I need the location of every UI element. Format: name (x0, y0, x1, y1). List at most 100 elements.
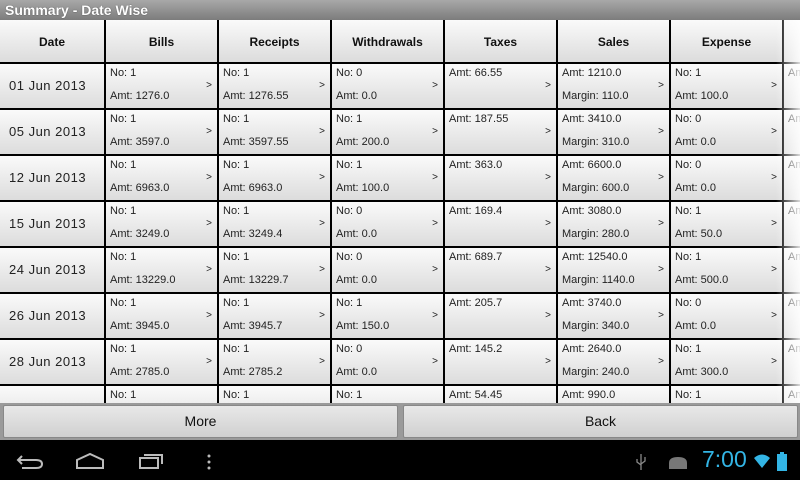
taxes-cell[interactable]: Amt: 145.2 > (445, 340, 556, 384)
expense-cell[interactable]: No: 1 Amt: 100.0 > (671, 64, 782, 108)
cell-line-1: Amt: 205.7 (449, 297, 503, 309)
back-button[interactable]: Back (403, 405, 798, 438)
bills-cell[interactable]: No: 1 Amt: 13229.0 > (106, 248, 217, 292)
taxes-cell[interactable]: Amt: 54.45 > (445, 386, 556, 403)
battery-icon (777, 452, 787, 471)
chevron-right-icon: > (771, 80, 777, 91)
expense-cell[interactable]: No: 0 Amt: 0.0 > (671, 156, 782, 200)
sales-cell[interactable]: Amt: 3080.0 Margin: 280.0 > (558, 202, 669, 246)
cell-line-1: No: 1 (110, 343, 137, 355)
cell-line-1: No: 1 (110, 205, 137, 217)
sales-cell[interactable]: Amt: 3740.0 Margin: 340.0 > (558, 294, 669, 338)
withdrawals-cell[interactable]: No: 1 Amt: 150.0 > (332, 294, 443, 338)
bills-cell[interactable]: No: 1 Amt: 3945.0 > (106, 294, 217, 338)
sales-cell[interactable]: Amt: 1210.0 Margin: 110.0 > (558, 64, 669, 108)
more-button[interactable]: More (3, 405, 398, 438)
receipts-cell[interactable]: No: 1 > (219, 386, 330, 403)
more-cell[interactable]: Am (784, 248, 800, 292)
cell-line-2: Margin: 280.0 (562, 228, 630, 240)
chevron-right-icon: > (771, 402, 777, 403)
chevron-right-icon: > (545, 126, 551, 137)
cell-line-1: Amt: 145.2 (449, 343, 503, 355)
sales-cell[interactable]: Amt: 6600.0 Margin: 600.0 > (558, 156, 669, 200)
cell-line-1: Amt: 187.55 (449, 113, 509, 125)
withdrawals-cell[interactable]: No: 0 Amt: 0.0 > (332, 64, 443, 108)
chevron-right-icon: > (545, 218, 551, 229)
table-row: 05 Jun 2013 No: 1 Amt: 3597.0 > No: 1 Amt: 35… (0, 110, 800, 156)
sales-cell[interactable]: Amt: 3410.0 Margin: 310.0 > (558, 110, 669, 154)
more-cell[interactable]: Am (784, 110, 800, 154)
chevron-right-icon: > (319, 310, 325, 321)
taxes-cell[interactable]: Amt: 187.55 > (445, 110, 556, 154)
expense-cell[interactable]: No: 0 Amt: 0.0 > (671, 294, 782, 338)
cell-line-2: Amt: 6963.0 (110, 182, 170, 194)
bills-cell[interactable]: No: 1 Amt: 2785.0 > (106, 340, 217, 384)
summary-table[interactable]: Date Bills Receipts Withdrawals Taxes Sales Ex… (0, 20, 800, 403)
taxes-cell[interactable]: Amt: 363.0 > (445, 156, 556, 200)
expense-cell[interactable]: No: 1 Amt: 500.0 > (671, 248, 782, 292)
sales-cell[interactable]: Amt: 12540.0 Margin: 1140.0 > (558, 248, 669, 292)
taxes-cell[interactable]: Amt: 66.55 > (445, 64, 556, 108)
receipts-cell[interactable]: No: 1 Amt: 6963.0 > (219, 156, 330, 200)
header-receipts[interactable]: Receipts (219, 20, 330, 62)
withdrawals-cell[interactable]: No: 1 Amt: 100.0 > (332, 156, 443, 200)
chevron-right-icon: > (771, 356, 777, 367)
chevron-right-icon: > (545, 356, 551, 367)
withdrawals-cell[interactable]: No: 0 Amt: 0.0 > (332, 202, 443, 246)
withdrawals-cell[interactable]: No: 0 Amt: 0.0 > (332, 340, 443, 384)
receipts-cell[interactable]: No: 1 Amt: 13229.7 > (219, 248, 330, 292)
withdrawals-cell[interactable]: No: 1 Amt: 200.0 > (332, 110, 443, 154)
expense-cell[interactable]: No: 1 Amt: 300.0 > (671, 340, 782, 384)
taxes-cell[interactable]: Amt: 689.7 > (445, 248, 556, 292)
menu-icon[interactable] (206, 454, 212, 470)
back-icon[interactable] (16, 452, 44, 470)
header-taxes[interactable]: Taxes (445, 20, 556, 62)
chevron-right-icon: > (432, 356, 438, 367)
sales-cell[interactable]: Amt: 2640.0 Margin: 240.0 > (558, 340, 669, 384)
bills-cell[interactable]: No: 1 Amt: 3597.0 > (106, 110, 217, 154)
table-row: 26 Jun 2013 No: 1 Amt: 3945.0 > No: 1 Amt: 39… (0, 294, 800, 340)
expense-cell[interactable]: No: 1 > (671, 386, 782, 403)
header-date[interactable]: Date (0, 20, 104, 62)
more-cell[interactable]: An (784, 386, 800, 403)
date-cell: 05 Jun 2013 (0, 110, 104, 154)
receipts-cell[interactable]: No: 1 Amt: 3249.4 > (219, 202, 330, 246)
more-cell[interactable]: Am (784, 64, 800, 108)
header-more[interactable] (784, 20, 800, 62)
withdrawals-cell[interactable]: No: 1 > (332, 386, 443, 403)
chevron-right-icon: > (319, 402, 325, 403)
withdrawals-cell[interactable]: No: 0 Amt: 0.0 > (332, 248, 443, 292)
header-expense[interactable]: Expense (671, 20, 782, 62)
more-cell[interactable]: Am (784, 156, 800, 200)
receipts-cell[interactable]: No: 1 Amt: 3597.55 > (219, 110, 330, 154)
more-cell[interactable]: Am (784, 294, 800, 338)
chevron-right-icon: > (206, 310, 212, 321)
home-icon[interactable] (75, 452, 105, 470)
header-bills[interactable]: Bills (106, 20, 217, 62)
header-sales[interactable]: Sales (558, 20, 669, 62)
cell-line-2: Amt: 2785.2 (223, 366, 283, 378)
expense-cell[interactable]: No: 0 Amt: 0.0 > (671, 110, 782, 154)
more-cell[interactable]: Am (784, 202, 800, 246)
receipts-cell[interactable]: No: 1 Amt: 3945.7 > (219, 294, 330, 338)
date-cell: 24 Jun 2013 (0, 248, 104, 292)
receipts-cell[interactable]: No: 1 Amt: 2785.2 > (219, 340, 330, 384)
cell-line-1: Am (788, 343, 800, 355)
sales-cell[interactable]: Amt: 990.0 > (558, 386, 669, 403)
header-withdrawals[interactable]: Withdrawals (332, 20, 443, 62)
more-cell[interactable]: Am (784, 340, 800, 384)
bills-cell[interactable]: No: 1 Amt: 1276.0 > (106, 64, 217, 108)
chevron-right-icon: > (545, 310, 551, 321)
bills-cell[interactable]: No: 1 Amt: 3249.0 > (106, 202, 217, 246)
expense-cell[interactable]: No: 1 Amt: 50.0 > (671, 202, 782, 246)
taxes-cell[interactable]: Amt: 205.7 > (445, 294, 556, 338)
receipts-cell[interactable]: No: 1 Amt: 1276.55 > (219, 64, 330, 108)
bills-cell[interactable]: No: 1 > (106, 386, 217, 403)
taxes-cell[interactable]: Amt: 169.4 > (445, 202, 556, 246)
cell-line-1: No: 0 (675, 297, 702, 309)
cell-line-1: Amt: 1210.0 (562, 67, 622, 79)
cell-line-2: Amt: 6963.0 (223, 182, 283, 194)
bills-cell[interactable]: No: 1 Amt: 6963.0 > (106, 156, 217, 200)
recent-apps-icon[interactable] (138, 452, 164, 470)
chevron-right-icon: > (206, 172, 212, 183)
